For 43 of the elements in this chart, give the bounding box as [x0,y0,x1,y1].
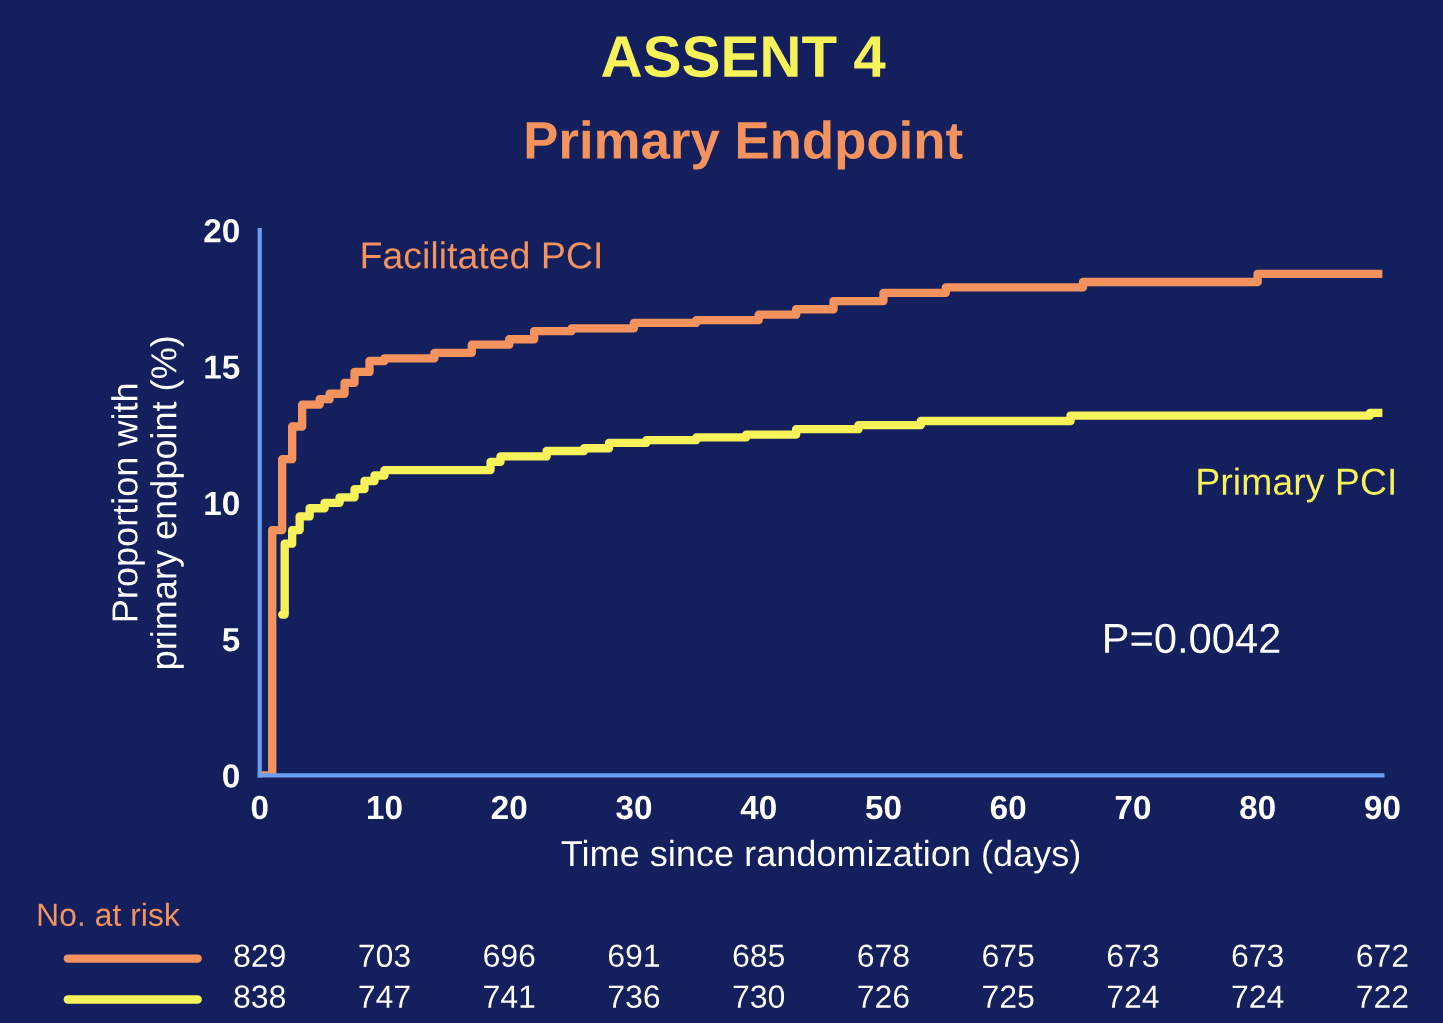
x-tick-label: 20 [491,795,527,820]
y-tick-label: 20 [204,218,239,243]
y-tick-label: 0 [223,764,239,788]
series-label: Facilitated PCI [362,241,600,269]
x-tick-label: 90 [1365,795,1400,820]
text: 673 [1232,944,1283,968]
y-tick-label: 5 [222,628,240,652]
text: 678 [858,944,909,968]
text: 838 [234,985,285,1008]
x-tick-label: 0 [251,795,268,820]
text: 829 [234,944,285,968]
text: 741 [484,985,535,1008]
x-tick-label: 70 [1115,795,1151,820]
text: 672 [1357,944,1408,968]
y-tick-label: 10 [205,491,239,516]
x-tick-label: 50 [865,795,901,820]
annotation: P=0.0042 [1105,623,1280,654]
text: 736 [608,985,660,1008]
text: 747 [359,985,410,1008]
text: 725 [983,985,1034,1008]
text: 730 [733,985,785,1008]
text: 696 [484,944,535,968]
x-axis-title: Time since randomization (days) [561,839,1080,874]
x-tick-label: 40 [740,795,776,820]
text: 691 [608,944,660,968]
text: 685 [733,944,785,968]
text: 673 [1107,944,1159,968]
chart-subtitle: Primary Endpoint [526,120,963,170]
chart-title: ASSENT 4 [601,35,886,78]
text: 722 [1357,985,1408,1008]
x-tick-label: 60 [990,795,1026,820]
text: No. at risk [38,902,180,927]
x-tick-label: 30 [616,795,652,820]
text: 724 [1232,985,1284,1008]
x-tick-label: 10 [368,795,402,820]
text: 703 [359,944,410,968]
y-axis-title: Proportion with primary endpoint (%) [111,337,184,669]
text: 726 [858,985,909,1008]
text: 675 [983,944,1034,968]
x-tick-label: 80 [1240,795,1275,820]
series-label: Primary PCI [1198,467,1394,503]
y-tick-label: 15 [205,355,240,379]
text: 724 [1107,985,1159,1008]
